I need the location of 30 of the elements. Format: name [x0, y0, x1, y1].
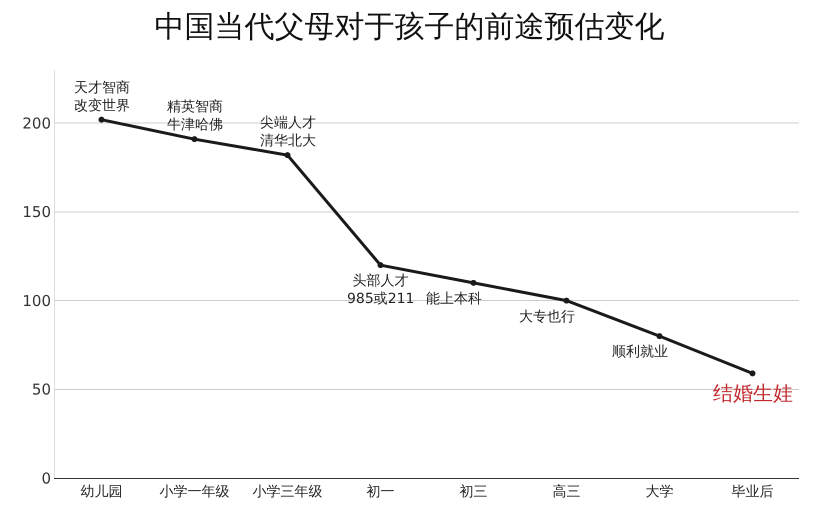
point — [98, 116, 104, 123]
point — [564, 298, 570, 304]
annotation: 精英智商牛津哈佛 — [167, 99, 223, 134]
point — [378, 262, 384, 268]
x-tick-label: 小学一年级 — [160, 484, 230, 500]
annotation: 尖端人才清华北大 — [260, 115, 316, 150]
x-tick-label: 初三 — [460, 484, 488, 500]
y-tick-label: 200 — [22, 114, 51, 132]
point — [284, 152, 290, 158]
x-tick-label: 毕业后 — [732, 484, 774, 500]
point — [750, 370, 756, 376]
x-tick-label: 大学 — [646, 484, 674, 500]
point — [656, 333, 662, 340]
annotation: 大专也行 — [519, 309, 575, 325]
annotation: 顺利就业 — [612, 344, 668, 360]
x-tick-label: 幼儿园 — [80, 484, 122, 500]
x-tick-label: 小学三年级 — [252, 484, 322, 500]
annotation: 结婚生娃 — [713, 381, 793, 405]
annotation: 能上本科 — [426, 291, 482, 307]
point — [192, 136, 198, 142]
annotation: 头部人才985或211 — [347, 273, 414, 308]
y-tick-label: 150 — [22, 203, 51, 222]
x-tick-label: 初一 — [366, 484, 394, 500]
annotation: 天才智商改变世界 — [74, 80, 130, 114]
y-tick-label: 100 — [22, 292, 51, 310]
chart-title: 中国当代父母对于孩子的前途预估变化 — [154, 10, 664, 45]
x-tick-label: 高三 — [552, 484, 580, 500]
y-tick-label: 50 — [32, 380, 51, 399]
point — [470, 280, 476, 286]
y-tick-label: 0 — [41, 469, 51, 488]
